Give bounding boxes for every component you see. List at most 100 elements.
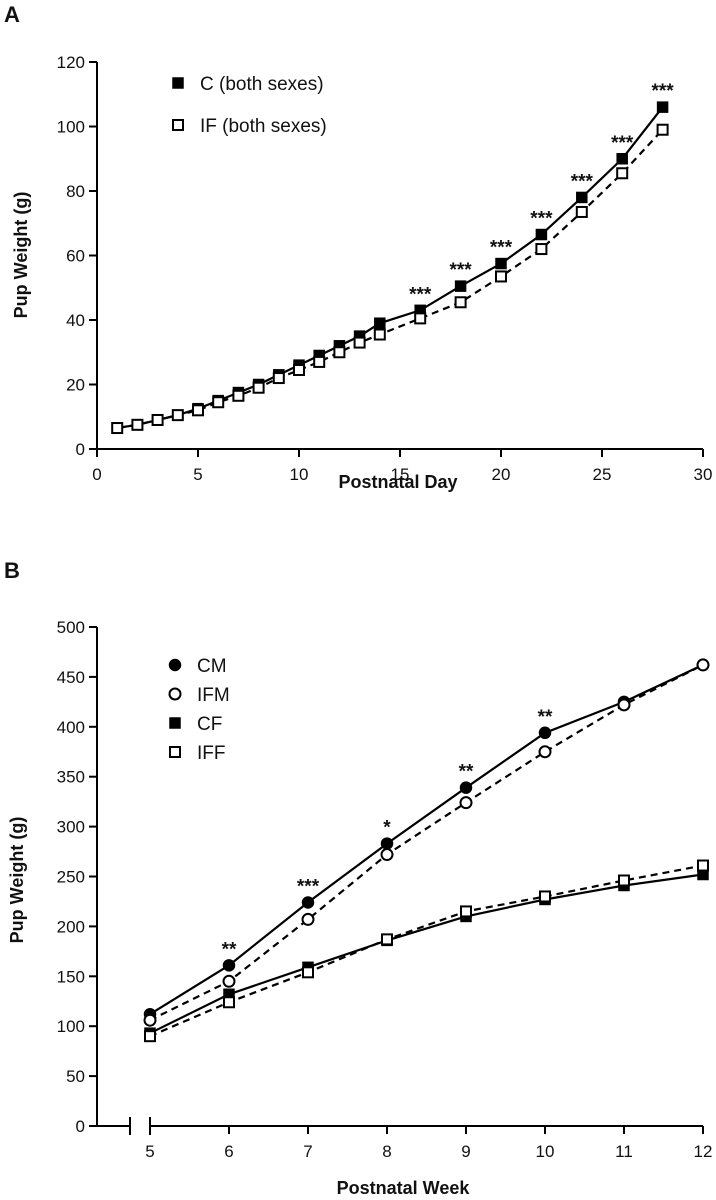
panel-b-point-iff [460, 905, 472, 918]
panel-b-point-iff [539, 890, 551, 903]
panel-b-significance-label: ** [459, 762, 474, 783]
panel-a-series-line-c-both-sexes- [117, 106, 664, 430]
panel-b-legend-label: CF [197, 714, 222, 735]
panel-a-annotations: *** *** *** *** *** *** *** [409, 81, 674, 305]
panel-a-significance-label: *** [571, 171, 594, 192]
panel-b-point-iff [618, 874, 630, 887]
panel-a-point-c-both-sexes- [576, 191, 588, 204]
panel-b-point-ifm [538, 745, 552, 759]
panel-a-legend-label: IF (both sexes) [200, 116, 327, 137]
panel-b-point-cm [459, 781, 473, 794]
panel-b-x-tick-label: 9 [461, 1142, 470, 1161]
panel-b-significance-label: ** [538, 707, 553, 728]
panel-b-x-tick-label: 6 [224, 1142, 233, 1161]
panel-a-x-tick-label: 20 [492, 465, 511, 484]
panel-a-point-if-both-sexes- [131, 418, 144, 431]
panel-b-legend-label: CM [197, 656, 227, 677]
panel-a-point-if-both-sexes- [414, 312, 427, 325]
panel-a-point-if-both-sexes- [192, 404, 204, 417]
panel-b-y-tick-label: 200 [57, 917, 85, 936]
panel-b-series-line-cm [149, 663, 704, 1016]
panel-b-annotations: ********** [222, 707, 553, 961]
panel-b-legend-marker [168, 658, 182, 672]
panel-a-significance-label: *** [611, 133, 634, 154]
panel-a-point-if-both-sexes- [373, 328, 386, 341]
panel-a-point-if-both-sexes- [656, 123, 669, 136]
panel-b-point-ifm [222, 974, 236, 988]
panel-b-point-cm [222, 959, 236, 972]
panel-b-x-tick-label: 10 [536, 1142, 555, 1161]
panel-a-significance-label: *** [490, 238, 513, 259]
panel-a-point-if-both-sexes- [313, 355, 326, 368]
panel-b-legend-marker [168, 687, 182, 701]
panel-b-legend-label: IFF [197, 743, 226, 764]
panel-b-point-ifm [617, 698, 631, 712]
panel-b-legend-marker [169, 717, 181, 729]
panel-a-x-tick-label: 25 [593, 465, 612, 484]
panel-a-point-if-both-sexes- [252, 381, 265, 394]
panel-b-legend-marker [169, 746, 181, 758]
panel-b: B 0 50 100 150 200 250 300 350 400 450 500 5 6 7 8 9 10 1… [4, 558, 712, 1198]
panel-b-y-tick-label: 450 [57, 668, 85, 687]
panel-b-y-tick-label: 50 [66, 1067, 85, 1086]
panel-b-point-cm [538, 726, 552, 740]
panel-a-axes: 0 20 40 60 80 100 120 0 5 10 15 20 25 30 [57, 53, 713, 484]
panel-a-y-tick-label: 80 [66, 182, 85, 201]
panel-b-axes: 0 50 100 150 200 250 300 350 400 450 500 5 6 7 8 9 10 11 1… [57, 618, 713, 1161]
panel-a-series-line-if-both-sexes- [117, 128, 664, 430]
panel-b-y-tick-label: 500 [57, 618, 85, 637]
panel-b-x-tick-label: 5 [145, 1142, 154, 1161]
panel-b-point-cm [301, 896, 315, 909]
panel-b-x-tick-label: 7 [303, 1142, 312, 1161]
panel-a-point-if-both-sexes- [575, 205, 588, 218]
panel-a-point-if-both-sexes- [333, 346, 346, 359]
panel-a-y-tick-label: 20 [66, 376, 85, 395]
panel-b-x-title: Postnatal Week [337, 1178, 471, 1198]
panel-a-legend-marker [172, 77, 184, 89]
panel-a-letter: A [4, 2, 20, 27]
panel-a-point-if-both-sexes- [111, 422, 124, 435]
panel-b-series-line-cf [149, 873, 704, 1035]
panel-b-legend-label: IFM [197, 685, 230, 706]
panel-a-point-c-both-sexes- [454, 280, 467, 292]
panel-a-point-if-both-sexes- [212, 396, 225, 409]
panel-a-significance-label: *** [409, 284, 432, 305]
panel-b-y-tick-label: 400 [57, 718, 85, 737]
panel-b-point-cm [380, 837, 394, 850]
panel-a-point-c-both-sexes- [495, 257, 507, 270]
panel-a-y-tick-label: 100 [57, 118, 85, 137]
panel-b-y-tick-label: 250 [57, 868, 85, 887]
panel-a-series [111, 101, 669, 435]
panel-b-significance-label: *** [297, 876, 320, 897]
panel-b-point-ifm [143, 1013, 157, 1027]
panel-b-y-tick-label: 350 [57, 768, 85, 787]
panel-a-significance-label: *** [450, 260, 473, 281]
panel-b-point-ifm [459, 796, 473, 810]
panel-b-point-ifm [696, 658, 710, 672]
panel-b-x-tick-label: 12 [694, 1142, 713, 1161]
panel-b-series-line-ifm [149, 663, 704, 1022]
panel-b-series [143, 658, 710, 1043]
panel-a-point-if-both-sexes- [495, 270, 507, 283]
panel-a-point-c-both-sexes- [535, 228, 548, 241]
panel-a-x-tick-label: 10 [290, 465, 309, 484]
panel-a-point-c-both-sexes- [374, 317, 386, 329]
panel-a-point-if-both-sexes- [171, 409, 184, 422]
panel-a-legend: C (both sexes) IF (both sexes) [172, 74, 327, 137]
panel-a-x-title: Postnatal Day [338, 472, 457, 492]
panel-b-legend: CM IFM CF IFF [168, 656, 230, 764]
panel-a-significance-label: *** [530, 209, 553, 230]
panel-a-point-if-both-sexes- [454, 296, 467, 309]
panel-b-significance-label: ** [222, 939, 237, 960]
panel-a-point-c-both-sexes- [656, 101, 669, 113]
panel-a-point-if-both-sexes- [293, 363, 305, 376]
panel-b-y-tick-label: 150 [57, 967, 85, 986]
panel-a-point-if-both-sexes- [353, 336, 366, 349]
panel-a-point-if-both-sexes- [272, 372, 285, 385]
panel-b-point-iff [223, 996, 235, 1009]
panel-a-significance-label: *** [652, 81, 675, 102]
panel-b-x-tick-label: 11 [615, 1142, 633, 1161]
panel-a-point-if-both-sexes- [616, 167, 629, 180]
